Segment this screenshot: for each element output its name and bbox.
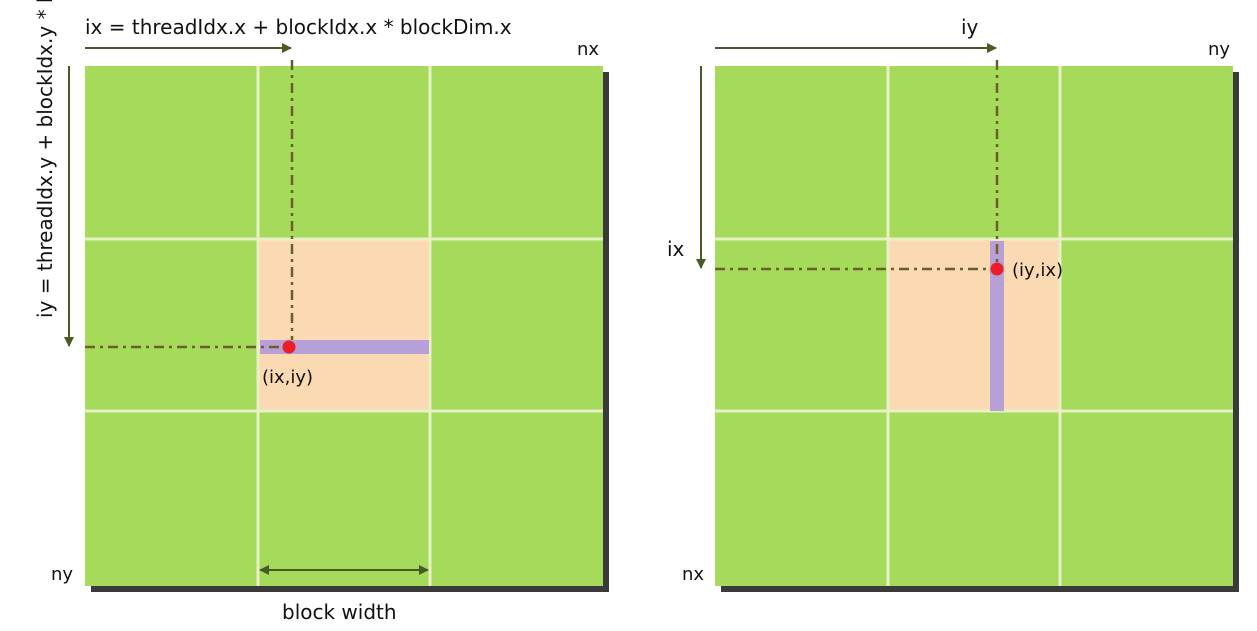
left-iy-formula: iy = threadIdx.y + blockIdx.y * blockDim…: [33, 0, 57, 318]
left-point-label: (ix,iy): [262, 367, 313, 388]
left-corner-nx: nx: [577, 39, 599, 60]
right-side-axis-label: ix: [667, 237, 685, 261]
right-corner-nx: nx: [682, 564, 704, 585]
right-panel: iy ix ny nx (iy,ix): [667, 15, 1239, 592]
left-corner-ny: ny: [51, 564, 73, 585]
left-highlight-block: [258, 239, 430, 411]
left-ix-formula: ix = threadIdx.x + blockIdx.x * blockDim…: [85, 15, 512, 39]
right-corner-ny: ny: [1208, 39, 1230, 60]
right-point-label: (iy,ix): [1012, 260, 1063, 281]
right-top-axis-label: iy: [961, 15, 979, 39]
left-panel: ix = threadIdx.x + blockIdx.x * blockDim…: [33, 0, 609, 624]
right-point-marker: [990, 262, 1004, 276]
left-thread-row-strip: [260, 340, 429, 354]
left-block-width-label: block width: [282, 600, 397, 624]
right-highlight-block: [888, 239, 1060, 411]
right-thread-column-strip: [990, 241, 1004, 411]
left-point-marker: [282, 340, 296, 354]
